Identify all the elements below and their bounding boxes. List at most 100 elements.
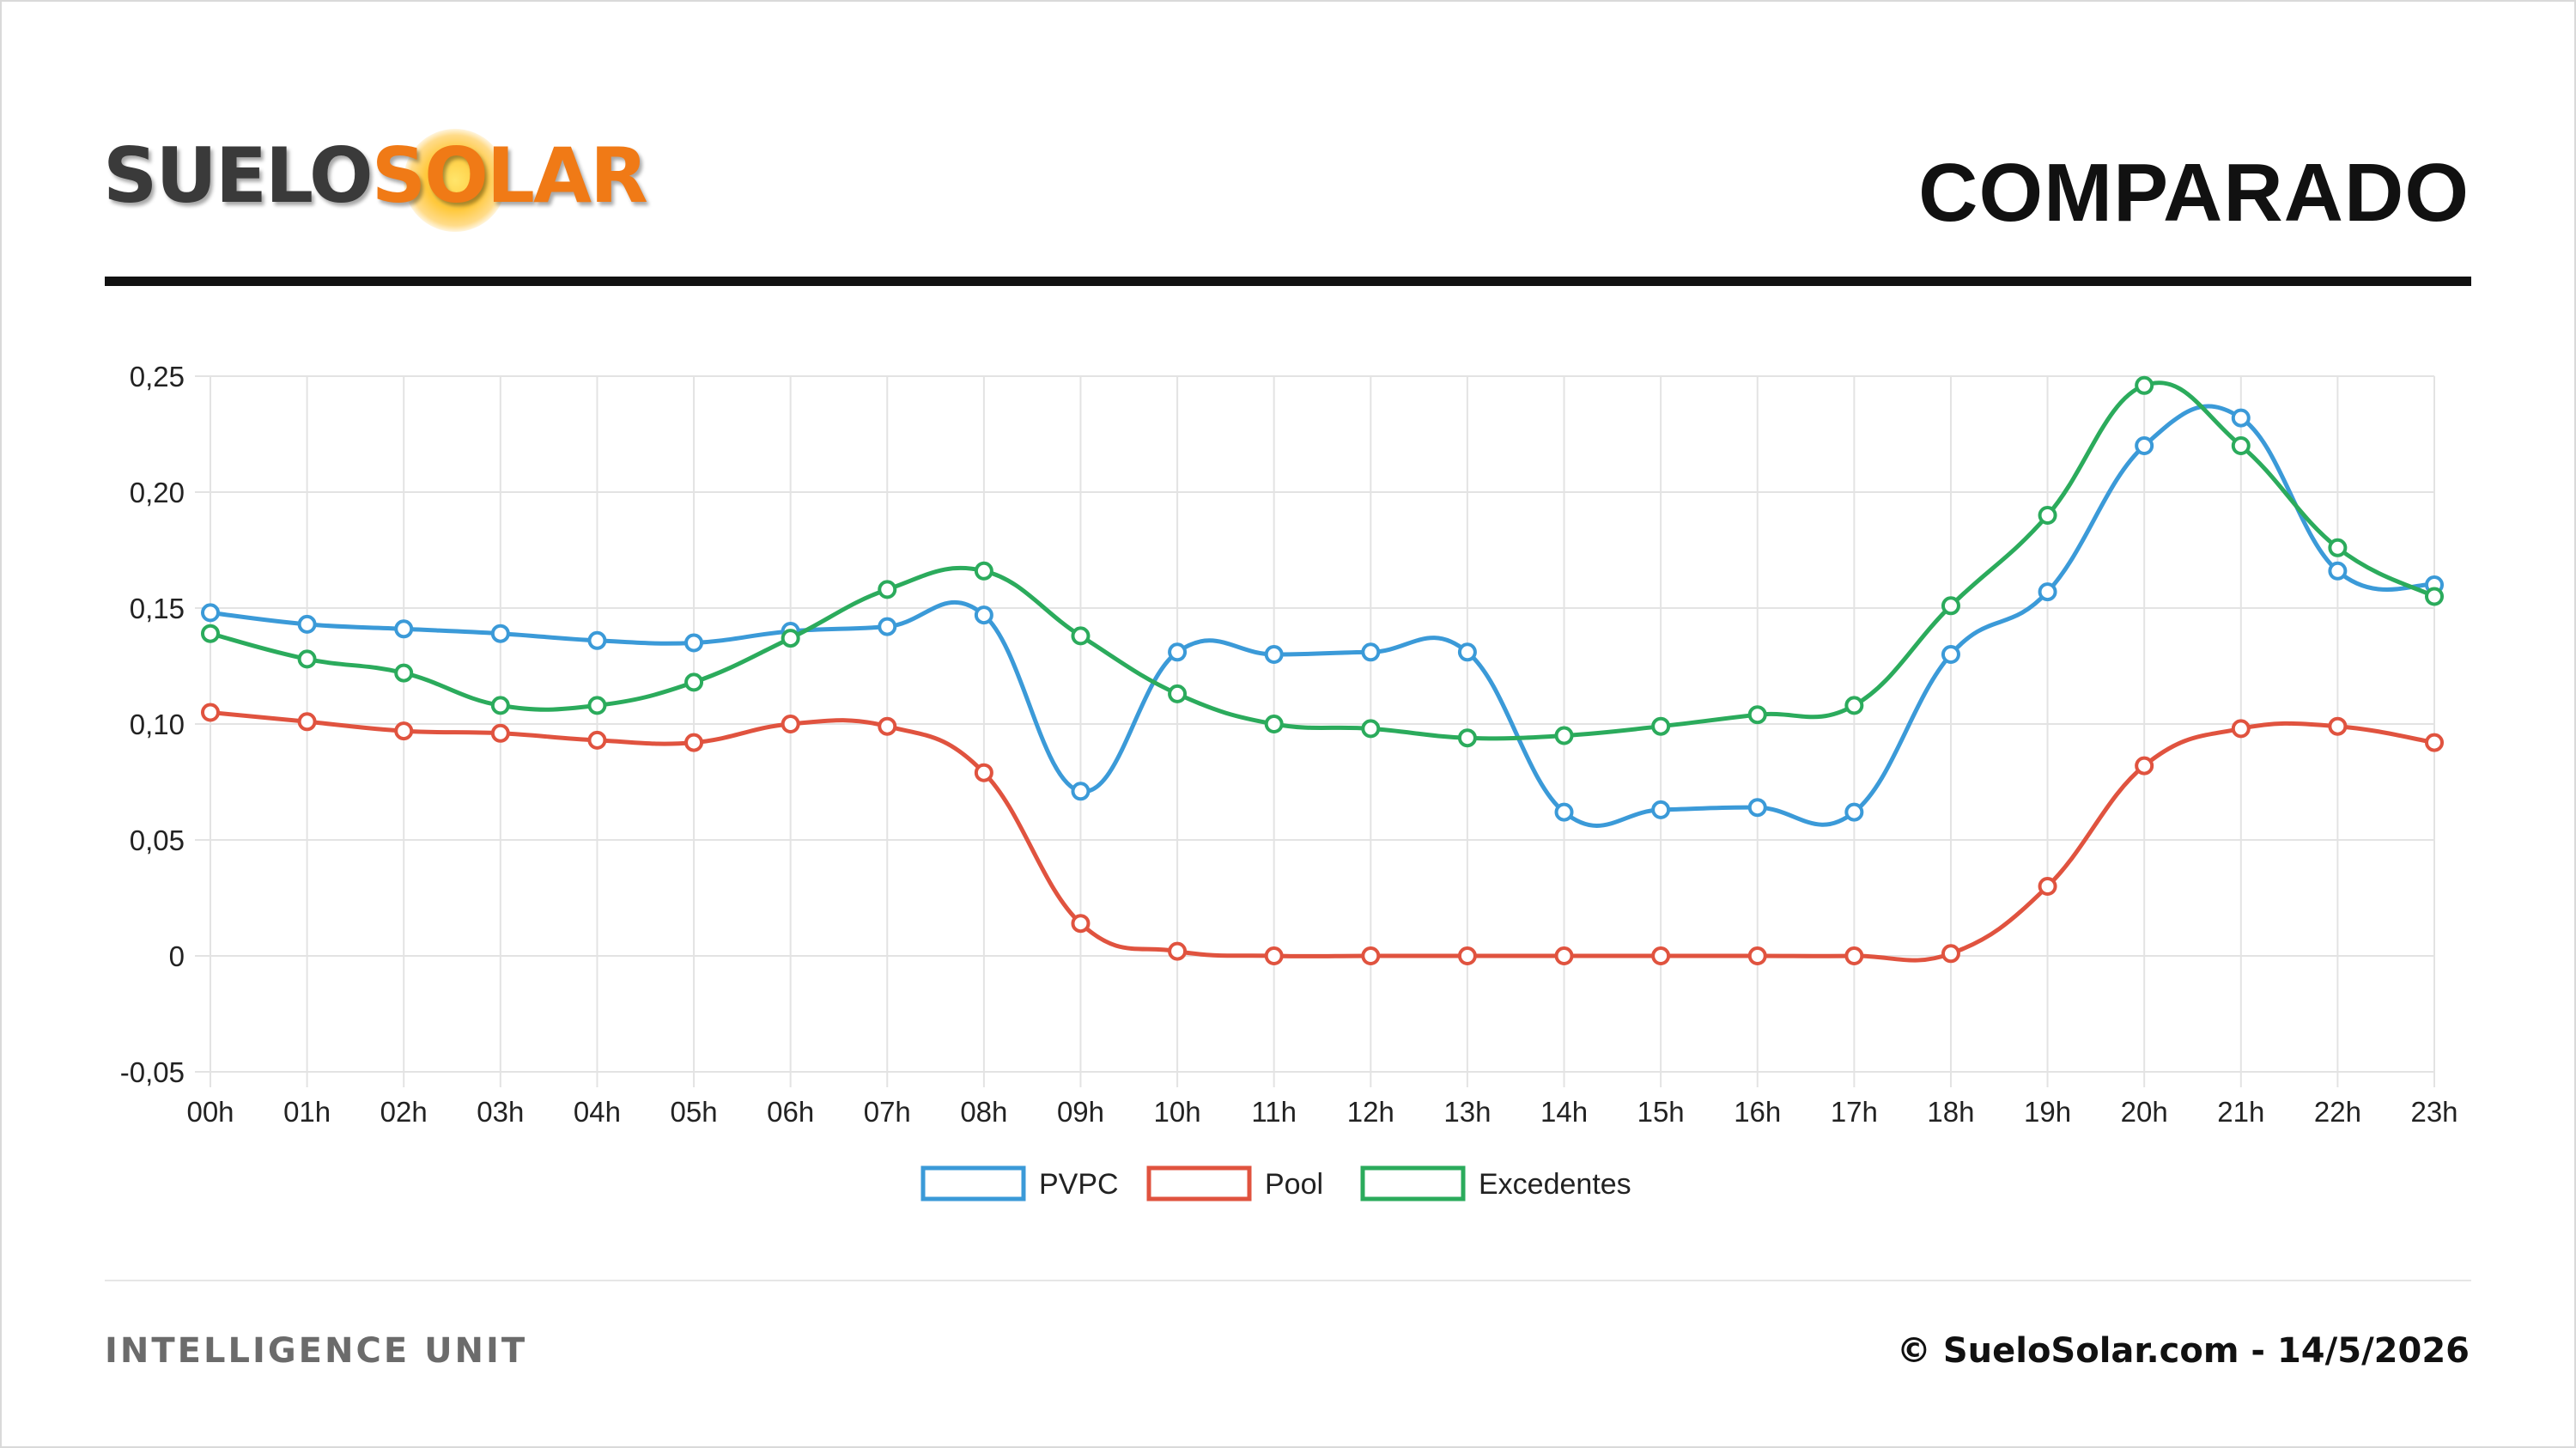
x-tick-label: 04h [574,1096,621,1128]
data-point-pool [1651,946,1671,965]
data-point-pvpc [490,624,510,643]
y-tick-label: 0,05 [130,824,185,856]
x-tick-label: 02h [380,1096,428,1128]
data-point-pool [1747,946,1767,965]
data-point-excedentes [1071,626,1091,646]
legend-label-excedentes: Excedentes [1479,1168,1631,1201]
series-line-excedentes [210,380,2436,741]
data-point-pvpc [201,603,220,623]
data-point-pool [394,721,414,741]
data-point-excedentes [2231,436,2251,455]
data-point-pool [1554,946,1574,965]
data-point-pool [2425,733,2444,752]
data-point-pvpc [878,617,897,636]
x-tick-label: 00h [186,1096,234,1128]
series-pool [201,703,2444,965]
x-tick-label: 15h [1637,1096,1685,1128]
data-point-pool [878,716,897,736]
data-point-pool [587,730,607,750]
data-point-excedentes [587,696,607,715]
x-tick-label: 19h [2024,1096,2071,1128]
data-point-pvpc [1264,645,1284,664]
data-point-excedentes [201,624,220,643]
data-point-excedentes [1264,715,1284,733]
data-point-excedentes [2328,538,2348,557]
series-line-pvpc [210,404,2435,828]
x-tick-label: 20h [2121,1096,2168,1128]
data-point-pool [1168,941,1188,961]
data-point-excedentes [297,649,317,669]
data-point-pool [297,712,317,732]
data-point-pool [2231,719,2251,739]
x-tick-label: 07h [864,1096,911,1128]
data-point-excedentes [1361,719,1381,739]
chart-legend: PVPC Pool Excedentes [920,1165,1631,1202]
data-point-excedentes [974,561,993,581]
data-point-pvpc [1651,800,1671,819]
data-point-excedentes [1941,596,1960,616]
data-point-pool [1844,946,1864,965]
data-point-pvpc [1361,642,1381,662]
data-point-pvpc [1941,645,1960,664]
x-tick-label: 22h [2314,1096,2361,1128]
suelosolar-logo: SUELOSOLAR [103,129,648,232]
data-point-pool [684,733,704,752]
data-point-excedentes [490,696,510,715]
x-tick-label: 13h [1443,1096,1491,1128]
series-pvpc [201,404,2444,828]
legend-swatch-excedentes [1360,1165,1466,1202]
footer-copyright: © SueloSolar.com - 14/5/2026 [1896,1331,2470,1371]
data-point-excedentes [394,663,414,683]
data-point-pool [1941,944,1960,964]
footer-brand: INTELLIGENCE UNIT [105,1331,528,1371]
legend-swatch-pvpc [920,1165,1026,1202]
data-point-excedentes [2038,506,2057,525]
x-tick-label: 12h [1347,1096,1394,1128]
data-point-pool [1361,946,1381,965]
data-point-pvpc [587,630,607,650]
x-tick-label: 17h [1831,1096,1878,1128]
page-title: COMPARADO [1918,147,2470,239]
chart-series [201,375,2444,965]
x-tick-label: 11h [1251,1096,1297,1128]
x-tick-label: 18h [1927,1096,1974,1128]
data-point-pool [2328,716,2348,736]
data-point-pvpc [1168,642,1188,662]
data-point-pool [2135,756,2154,776]
y-tick-label: 0 [169,940,185,972]
data-point-pool [1264,946,1284,965]
x-tick-label: 09h [1057,1096,1104,1128]
data-point-excedentes [1554,726,1574,745]
data-point-excedentes [781,629,800,648]
data-point-pvpc [2231,408,2251,428]
data-point-pvpc [2038,582,2057,602]
data-point-excedentes [1457,728,1477,748]
logo-suelo: SUELO [103,131,374,220]
legend-swatch-pool [1146,1165,1252,1202]
x-tick-label: 01h [283,1096,331,1128]
data-point-pool [490,723,510,743]
y-tick-label: 0,10 [130,709,185,740]
x-tick-label: 08h [960,1096,1007,1128]
data-point-pvpc [1457,642,1477,662]
logo-wordmark: SUELOSOLAR [103,129,648,223]
data-point-excedentes [1747,705,1767,725]
data-point-excedentes [2425,587,2444,606]
data-point-pool [1457,946,1477,965]
data-point-pvpc [1554,802,1574,822]
data-point-excedentes [1651,716,1671,736]
data-point-excedentes [1168,684,1188,703]
x-tick-label: 05h [671,1096,718,1128]
x-tick-label: 10h [1154,1096,1201,1128]
series-excedentes [201,375,2444,748]
data-point-pool [201,703,220,722]
x-tick-label: 06h [767,1096,814,1128]
data-point-pvpc [1747,798,1767,818]
data-point-excedentes [2135,375,2154,395]
logo-solar: SOLAR [371,131,648,220]
data-point-pool [781,715,800,733]
data-point-pvpc [394,619,414,639]
